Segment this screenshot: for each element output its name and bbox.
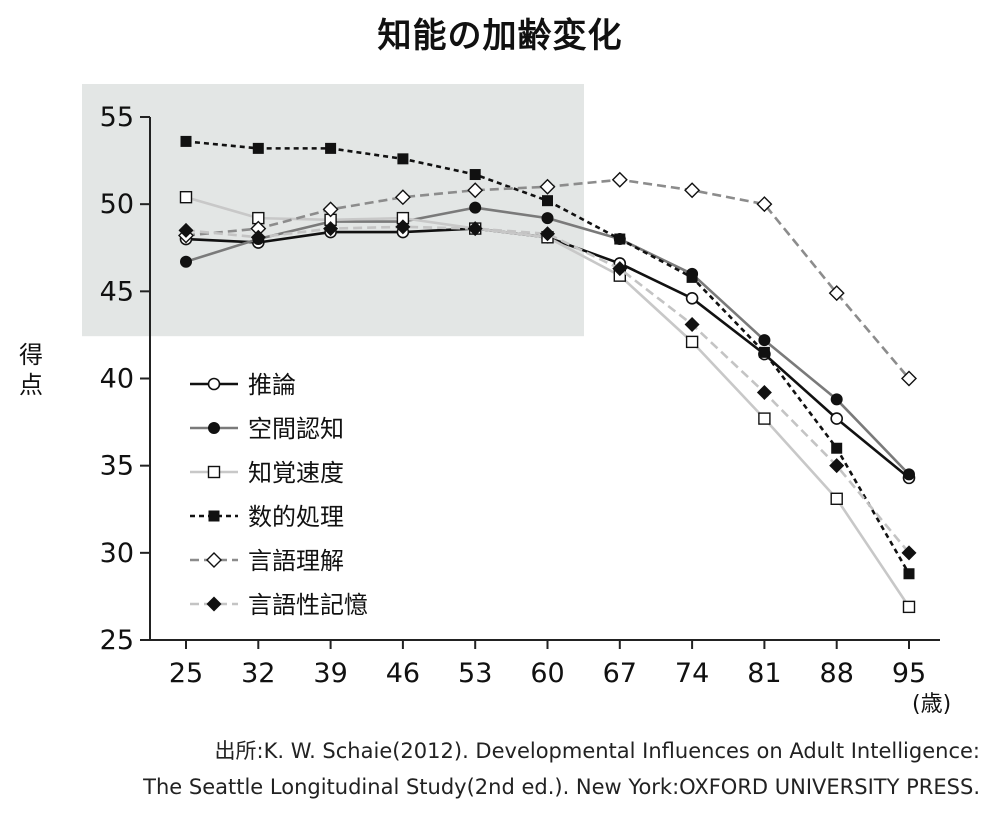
data-point [178,222,194,238]
x-tick-label: 95 [892,658,926,689]
legend-marker [207,377,221,391]
data-point [252,142,264,154]
data-point [541,212,554,225]
data-point [395,219,411,235]
x-tick-label: 25 [169,658,203,689]
data-point [179,190,193,204]
data-point [467,182,484,199]
data-point [756,196,773,213]
legend-marker [208,422,220,434]
source-line-2: The Seattle Longitudinal Study(2nd ed.).… [143,775,980,799]
data-point [180,255,192,268]
data-point [686,271,698,283]
data-point [903,568,915,580]
y-tick-label: 35 [100,451,134,482]
data-point [902,600,916,614]
data-point [614,233,626,245]
legend-label: 言語理解 [248,547,344,575]
y-tick-label: 25 [100,625,134,656]
data-point [397,153,409,165]
data-point [612,261,628,277]
chart-title: 知能の加齢変化 [377,16,623,56]
x-tick-label: 53 [458,658,492,689]
legend-item-6: 言語性記憶 [190,591,368,619]
legend-label: 知覚速度 [248,459,344,487]
x-tick-label: 74 [675,658,709,689]
data-point [469,201,482,214]
y-axis-label: 得点 [19,341,43,399]
data-point [539,178,556,195]
legend-label: 数的処理 [248,503,344,531]
x-tick-label: 81 [747,658,781,689]
data-point [830,492,843,505]
y-tick-label: 55 [100,102,134,133]
data-point [903,468,915,481]
data-point [540,226,555,242]
data-point [469,169,481,181]
legend-label: 言語性記憶 [248,591,368,619]
data-point [828,285,845,302]
x-tick-label: 46 [386,658,420,689]
x-tick-label: 32 [241,658,275,689]
data-point [323,221,339,237]
series-6 [178,219,917,561]
x-tick-label: 39 [313,658,347,689]
series-line [185,140,911,575]
legend-item-4: 数的処理 [190,503,344,531]
data-point [394,189,411,206]
series-layer [178,135,917,614]
legend-item-1: 推論 [190,371,296,399]
y-tick-label: 40 [100,364,134,395]
data-point [830,393,843,406]
y-tick-label: 45 [100,276,134,307]
legend-marker [206,596,222,612]
legend-item-3: 知覚速度 [190,459,344,487]
data-point [325,142,337,154]
x-tick-label: 88 [820,658,854,689]
y-tick-label: 50 [100,189,134,220]
legend-label: 推論 [248,371,296,399]
data-point [831,442,843,454]
data-point [901,370,917,387]
axes-layer: 25 30 35 40 45 50 55 25 32 39 46 53 60 67 74 81 88 95 [100,102,940,689]
data-point [830,412,844,425]
data-point [542,195,553,207]
data-point [684,316,700,332]
data-point [758,346,770,358]
data-point [829,458,845,474]
legend-label: 空間認知 [248,415,344,443]
data-point [467,221,483,237]
source-citation: 出所:K. W. Schaie(2012). Developmental Inf… [0,733,980,805]
legend-marker [206,552,222,568]
data-point [250,229,266,245]
data-point [756,384,772,400]
data-point [685,292,699,305]
data-point [901,545,917,561]
x-tick-label: 67 [603,658,637,689]
legend-item-5: 言語理解 [190,547,344,575]
x-tick-label: 60 [530,658,564,689]
data-point [684,182,701,199]
data-point [758,334,771,347]
data-point [322,201,339,218]
legend-marker [207,465,221,479]
y-tick-label: 30 [100,538,134,569]
series-4 [180,135,915,580]
data-point [685,335,699,349]
legend-item-2: 空間認知 [190,415,344,443]
data-point [758,412,771,425]
legend-marker [208,510,220,522]
data-point [611,171,628,188]
x-axis-unit: (歳) [912,692,952,717]
source-line-1: 出所:K. W. Schaie(2012). Developmental Inf… [214,739,980,763]
data-point [180,135,192,147]
